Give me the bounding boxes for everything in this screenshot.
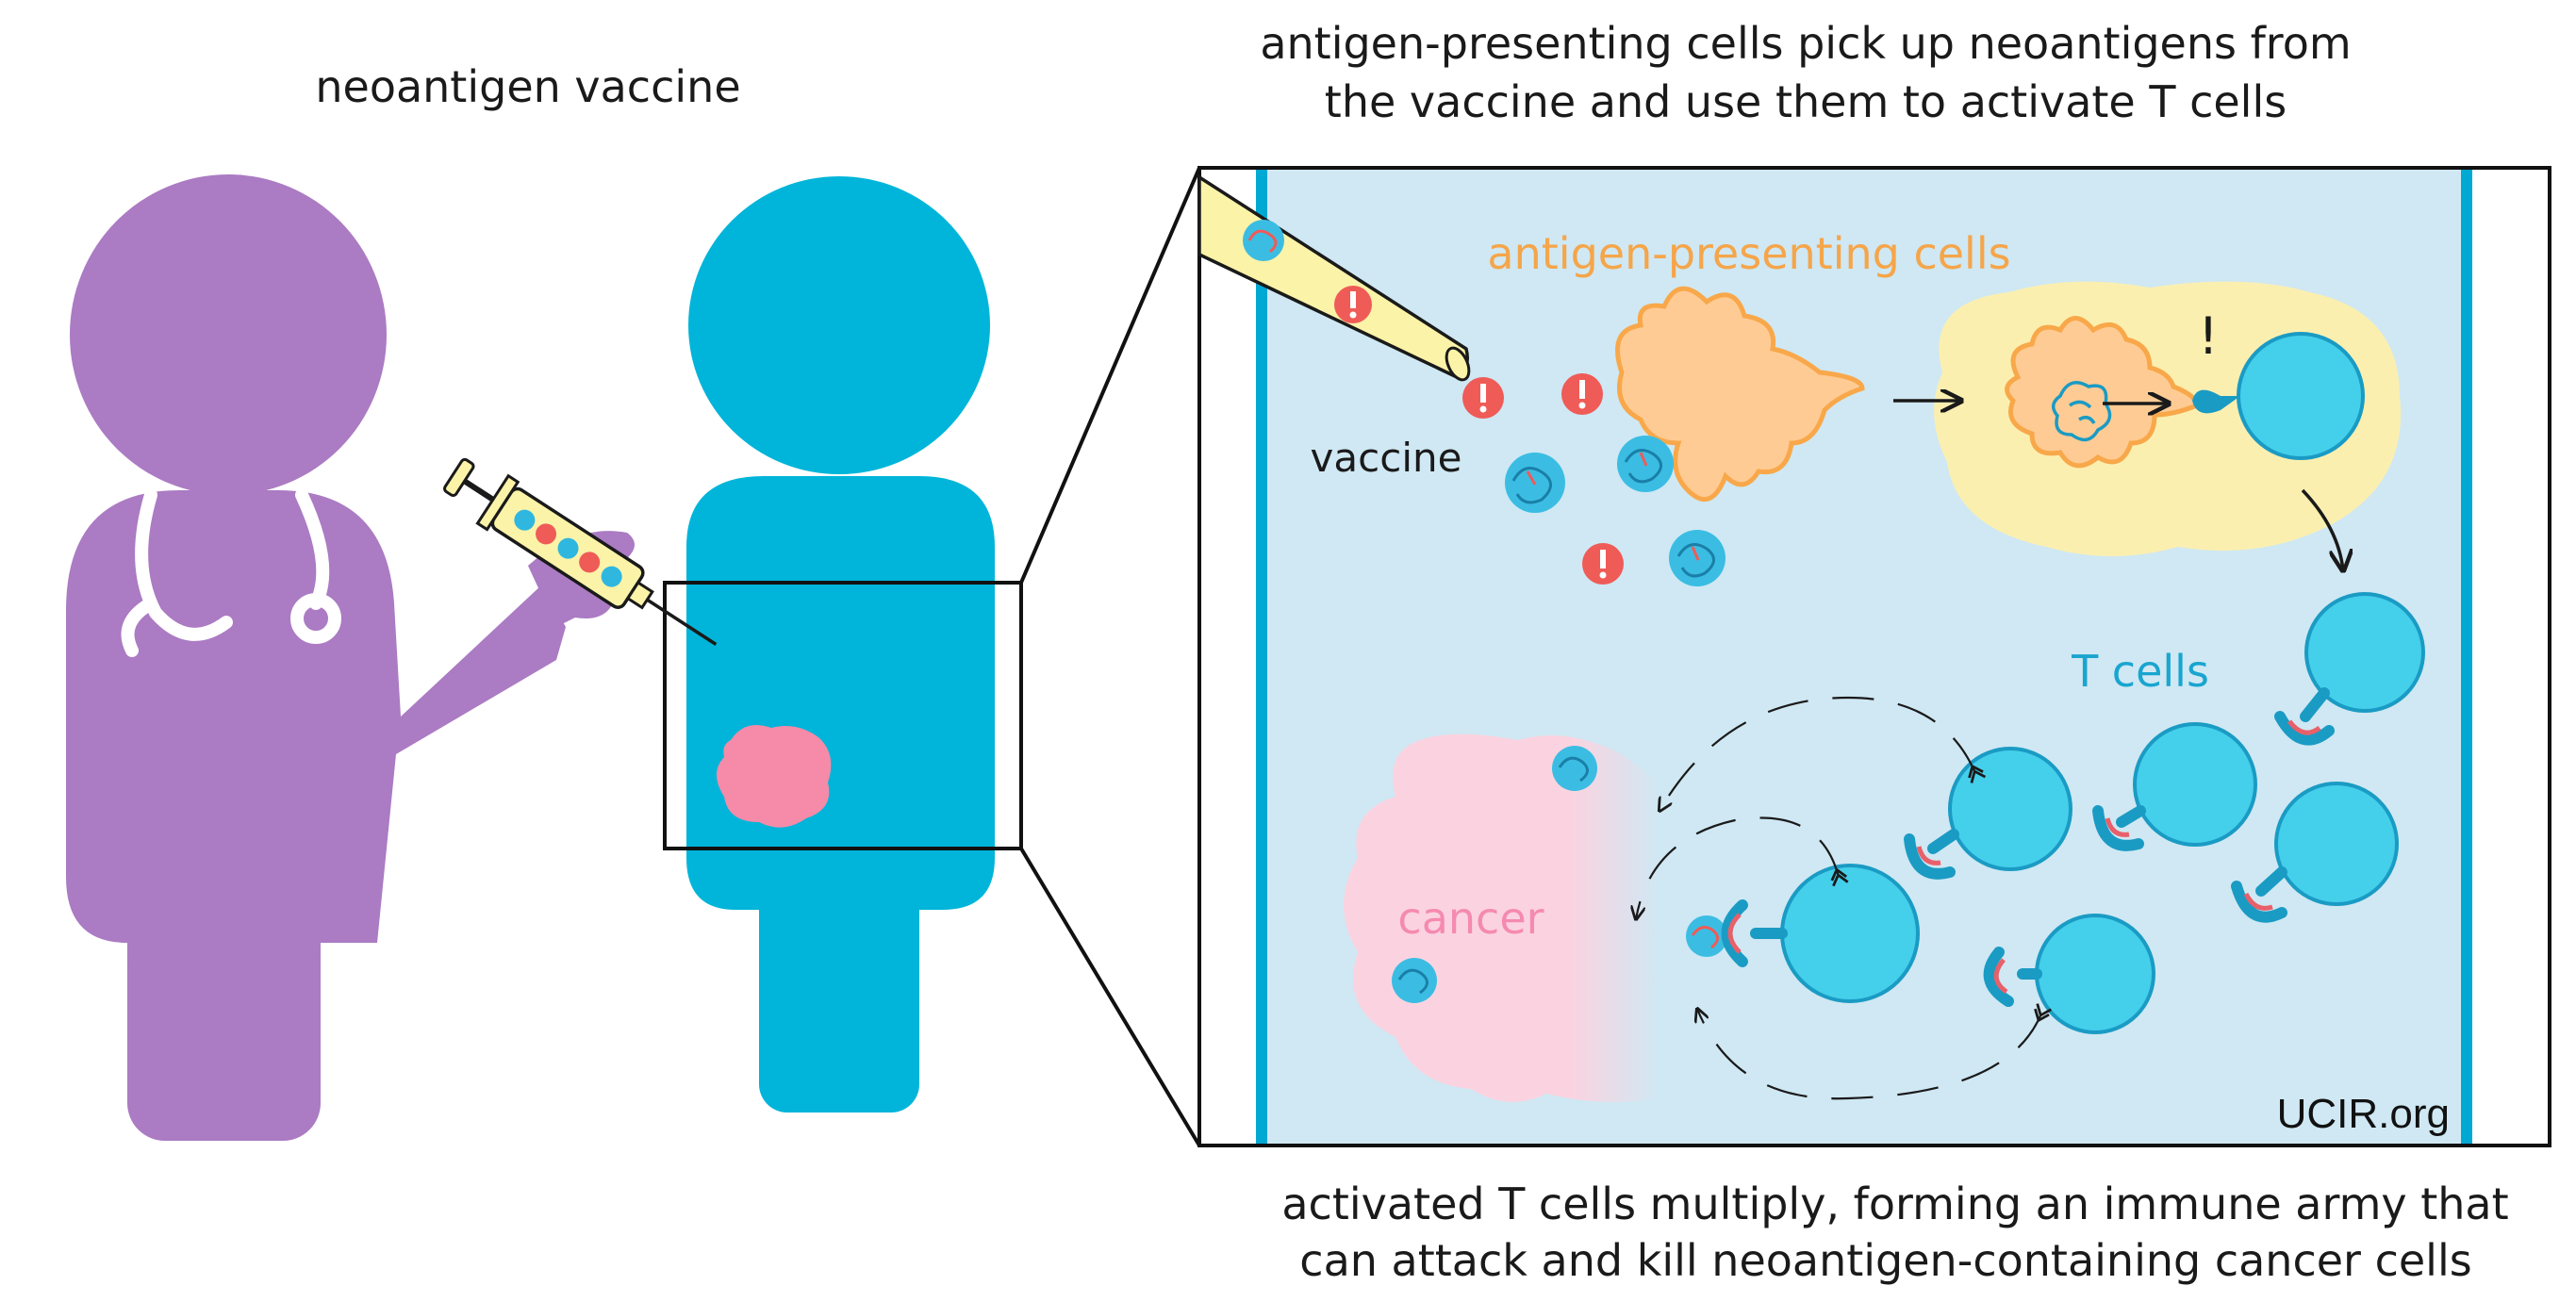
neoantigen-blob-icon — [2051, 381, 2112, 442]
vaccine-particles — [1243, 220, 1726, 586]
neoantigen-blob-icon — [1392, 958, 1437, 1003]
stethoscope-icon — [121, 488, 341, 657]
patient-tumor — [717, 724, 832, 828]
zoom-line-bottom — [1019, 847, 1201, 1147]
neoantigen-blob-icon — [1669, 530, 1726, 586]
bottom-caption-line1: activated T cells multiply, forming an i… — [1281, 1178, 2508, 1229]
attack-arrow-upper — [1660, 696, 1975, 811]
neoantigen-blob-icon — [1552, 746, 1597, 791]
attack-arrow-lower — [1697, 1009, 2041, 1100]
credit-label: UCIR.org — [2277, 1091, 2450, 1137]
t-cell-naive — [2237, 332, 2365, 460]
top-caption-line2: the vaccine and use them to activate T c… — [1325, 76, 2287, 127]
t-cells-label: T cells — [2071, 646, 2209, 697]
zoom-line-top — [1019, 167, 1201, 584]
neoantigen-blob-icon — [1686, 915, 1727, 957]
apc-label: antigen-presenting cells — [1487, 228, 2010, 279]
alert-mark: ! — [2198, 306, 2219, 366]
neoantigen-blob-icon — [1617, 436, 1674, 492]
bottom-caption-line2: can attack and kill neoantigen-containin… — [1299, 1235, 2471, 1286]
top-caption-line1: antigen-presenting cells pick up neoanti… — [1260, 18, 2351, 69]
t-cell-receptor — [2192, 389, 2240, 414]
cancer-region — [1344, 733, 1660, 1102]
attack-arrows — [1636, 696, 2041, 1100]
t-cell-icon — [2274, 592, 2425, 746]
patient-silhouette — [686, 176, 995, 1112]
apc-cell — [1615, 286, 1865, 502]
t-cell-icon — [2231, 782, 2399, 923]
vaccine-label: vaccine — [1311, 435, 1462, 481]
doctor-silhouette — [66, 174, 635, 1141]
cancer-label: cancer — [1397, 893, 1544, 944]
t-cell-icon — [2092, 722, 2257, 851]
arrow-activation-down — [2301, 488, 2343, 570]
alert-icon — [1582, 543, 1624, 585]
attack-arrow-middle — [1636, 816, 1839, 920]
diagram-title: neoantigen vaccine — [315, 61, 740, 112]
alert-icon — [1462, 377, 1504, 419]
neoantigen-blob-icon — [1243, 220, 1284, 261]
t-cell-icon — [1983, 914, 2155, 1034]
alert-icon — [1334, 286, 1372, 323]
syringe-icon — [443, 457, 718, 646]
neoantigen-blob-icon — [1505, 453, 1565, 513]
zoom-region-box — [663, 581, 1023, 850]
alert-icon — [1561, 373, 1603, 415]
